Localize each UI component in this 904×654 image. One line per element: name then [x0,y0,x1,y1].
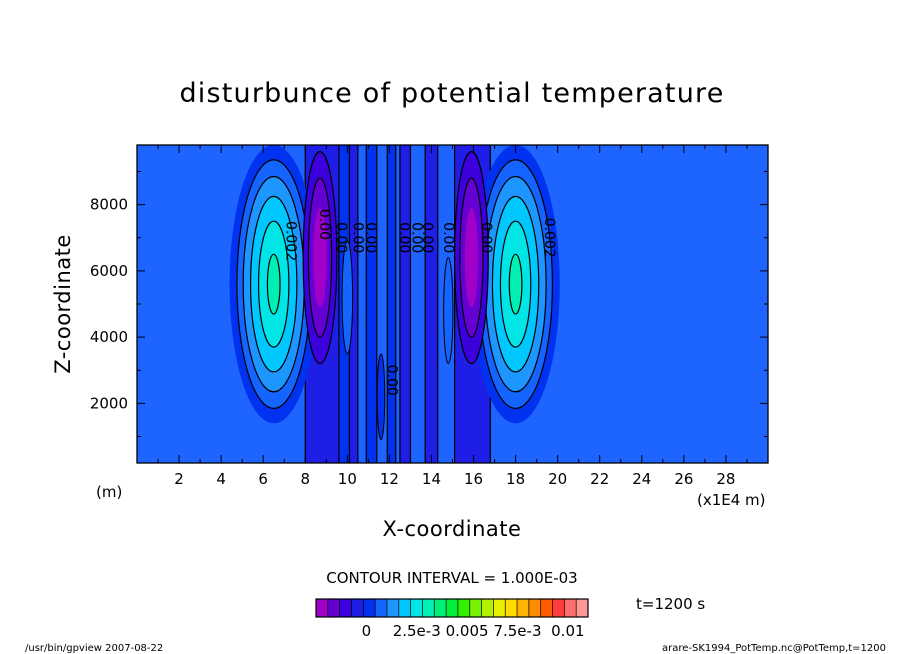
x-tick-label: 22 [590,470,609,488]
colorbar-label: 0.01 [551,622,584,640]
colorbar [315,598,589,618]
plot-area: 0.002 0.00 0.00 0.000.00 0.000.00 0.00 0.000.0… [137,145,768,463]
contour-label: 0.00 [419,222,435,253]
contour-label: 0.00 [409,222,425,253]
contour-label: 0.00 [333,222,349,253]
contour-label: 0.00 [396,222,412,253]
colorbar-swatch [481,599,494,617]
x-tick-label: 20 [548,470,567,488]
contour-label: 0.002 [282,221,298,261]
x-tick-label: 26 [674,470,693,488]
contour-fill [508,253,523,315]
y-tick-label: 6000 [90,262,128,280]
x-axis-label: X-coordinate [383,517,522,541]
colorbar-swatch [422,599,435,617]
contour-fill [341,240,354,355]
colorbar-swatch [505,599,518,617]
x-scale-note: (x1E4 m) [697,491,766,509]
x-unit-label: (m) [96,483,122,501]
colorbar-swatch [375,599,388,617]
y-axis-label: Z-coordinate [51,234,75,374]
colorbar-swatch [517,599,530,617]
footer-left: /usr/bin/gpview 2007-08-22 [25,643,163,654]
colorbar-swatch [576,599,589,617]
contour-fill [443,257,454,365]
band [387,145,396,463]
contour-label: 0.00 [440,222,456,253]
contour-label: 0.00 [362,222,378,253]
colorbar-swatch [351,599,364,617]
y-axis-ticks: 2000 4000 6000 8000 [90,171,768,437]
colorbar-swatch [339,599,352,617]
contour-label: 0.00 [316,209,332,240]
chart-title: disturbunce of potential temperature [179,78,724,109]
x-tick-label: 24 [632,470,651,488]
band [399,145,411,463]
colorbar-swatch [528,599,541,617]
contour-fill [464,207,479,308]
colorbar-swatch [316,599,329,617]
contour-label: 0.00 [383,365,399,396]
colorbar-swatch [446,599,459,617]
x-tick-label: 14 [422,470,441,488]
colorbar-swatch [564,599,577,617]
contour-label: 0.00 [350,222,366,253]
contour-fill [266,253,281,315]
band [349,145,358,463]
colorbar-swatch [457,599,471,617]
contour-label: 0.002 [541,218,557,258]
colorbar-swatch [327,599,340,617]
colorbar-frame [315,598,589,618]
x-tick-label: 16 [464,470,483,488]
footer-right: arare-SK1994_PotTemp.nc@PotTemp,t=1200 [662,643,886,654]
x-axis-ticks: 2 4 6 8 10 12 14 16 18 20 22 24 26 28 [157,145,748,488]
contour-fills [229,145,560,441]
colorbar-labels: 0 2.5e-3 0.005 7.5e-3 0.01 [362,622,585,640]
x-tick-label: 18 [506,470,525,488]
contour-fill [313,207,327,308]
band [366,145,377,463]
colorbar-label: 2.5e-3 [393,622,441,640]
band [425,145,438,463]
colorbar-label: 0 [362,622,372,640]
x-tick-label: 2 [174,470,184,488]
colorbar-swatch [540,599,553,617]
y-tick-label: 8000 [90,196,128,214]
colorbar-swatch [386,599,400,617]
contour-label: 0.00 [478,222,494,253]
colorbar-swatch [552,599,565,617]
y-tick-label: 2000 [90,394,128,412]
colorbar-swatch [410,599,423,617]
time-label: t=1200 s [636,595,705,613]
x-tick-label: 6 [258,470,268,488]
colorbar-swatch [363,599,376,617]
colorbar-label: 7.5e-3 [493,622,541,640]
contour-labels: 0.002 0.00 0.00 0.000.00 0.000.00 0.00 0.000.0… [282,209,557,396]
colorbar-swatch [434,599,447,617]
colorbar-swatch [398,599,411,617]
x-tick-label: 8 [300,470,310,488]
x-tick-label: 4 [216,470,226,488]
contour-fill [376,353,386,441]
colorbar-swatch [493,599,506,617]
x-tick-label: 10 [338,470,357,488]
x-tick-label: 28 [716,470,735,488]
colorbar-label: 0.005 [446,622,489,640]
contour-interval-text: CONTOUR INTERVAL = 1.000E-03 [326,569,577,587]
x-tick-label: 12 [380,470,399,488]
colorbar-swatch [469,599,482,617]
y-tick-label: 4000 [90,328,128,346]
